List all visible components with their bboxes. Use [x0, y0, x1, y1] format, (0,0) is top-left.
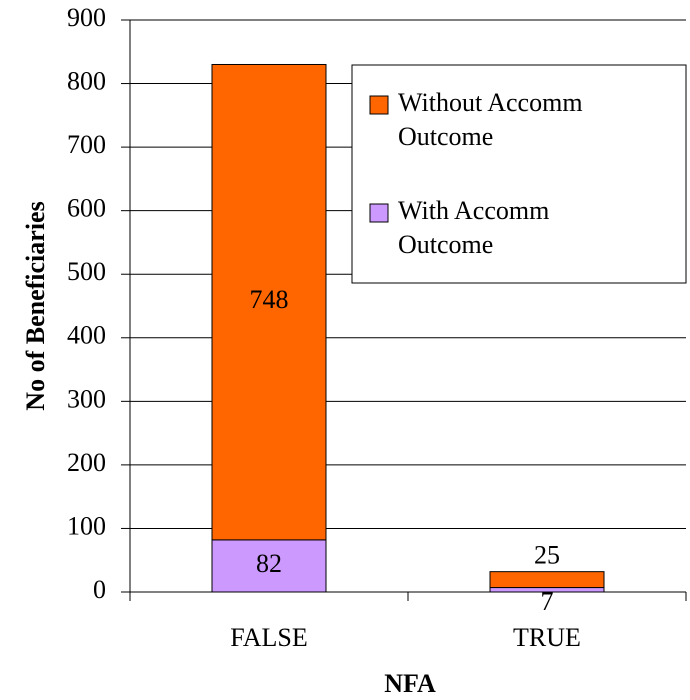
legend-box — [351, 64, 687, 284]
legend-swatch — [369, 95, 389, 115]
data-label: 748 — [250, 285, 289, 314]
y-tick-label: 100 — [67, 511, 106, 540]
bar-segment — [489, 571, 605, 589]
data-label: 25 — [534, 541, 560, 570]
data-label: 82 — [256, 549, 282, 578]
y-tick-label: 800 — [67, 67, 106, 96]
legend-swatch — [369, 203, 389, 223]
legend-label: With Accomm Outcome — [398, 196, 549, 259]
x-axis-title: NFA — [384, 669, 436, 698]
y-tick-label: 200 — [67, 448, 106, 477]
bar-segment — [211, 539, 327, 593]
y-axis-title: No of Beneficiaries — [21, 201, 50, 410]
y-tick-label: 0 — [93, 575, 106, 604]
y-tick-label: 900 — [67, 3, 106, 32]
y-tick-label: 500 — [67, 257, 106, 286]
x-tick-label: TRUE — [513, 623, 581, 652]
y-tick-label: 300 — [67, 384, 106, 413]
y-tick-label: 700 — [67, 130, 106, 159]
x-tick-label: FALSE — [230, 623, 308, 652]
y-tick-label: 600 — [67, 194, 106, 223]
data-label: 7 — [541, 587, 554, 616]
legend-label: Without Accomm Outcome — [398, 88, 583, 151]
y-tick-label: 400 — [67, 321, 106, 350]
bar-segment — [211, 63, 327, 541]
